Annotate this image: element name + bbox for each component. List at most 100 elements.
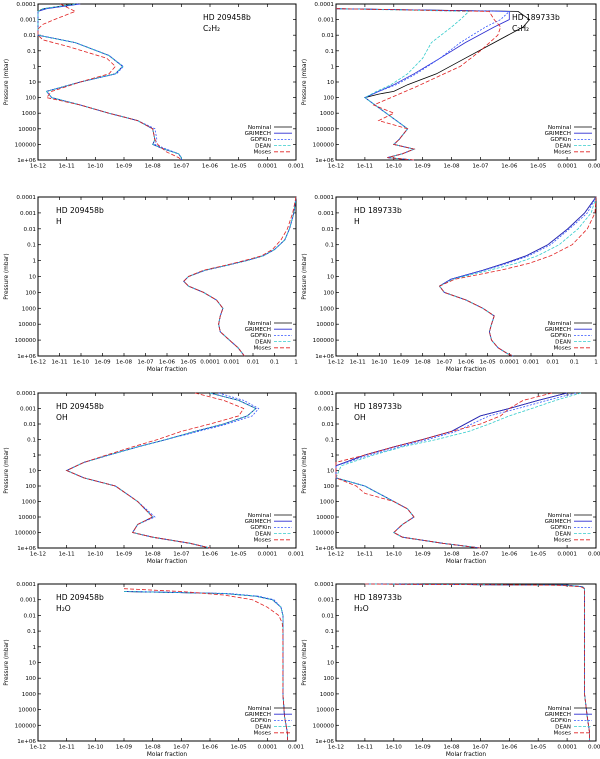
y-tick-label: 1e+06 [17, 546, 36, 552]
y-tick-label: 0.001 [318, 407, 334, 413]
x-tick-label: 1e-11 [357, 552, 374, 558]
series-line-grimech [65, 392, 257, 549]
x-tick-label: 1e-09 [415, 552, 432, 558]
x-tick-label: 0.001 [588, 164, 600, 170]
y-tick-label: 10000 [18, 127, 36, 133]
legend-label: DEAN [255, 531, 271, 537]
x-tick-label: 0.001 [588, 745, 600, 751]
series-line-dean [37, 3, 182, 160]
x-tick-label: 1 [294, 360, 298, 366]
y-tick-label: 100000 [313, 531, 335, 537]
y-tick-label: 1000 [320, 500, 335, 506]
x-tick-label: 1e-11 [350, 360, 367, 366]
x-tick-label: 1e-08 [145, 552, 162, 558]
x-tick-label: 1e-09 [415, 745, 432, 751]
y-tick-label: 1000 [22, 500, 37, 506]
series-line-grimech [335, 392, 568, 549]
x-tick-label: 1e-10 [386, 745, 403, 751]
x-tick-label: 1e-05 [530, 745, 547, 751]
x-tick-label: 0.001 [588, 552, 600, 558]
y-tick-label: 0.1 [27, 49, 36, 55]
series-line-moses [123, 588, 288, 741]
x-tick-label: 1e-11 [59, 164, 76, 170]
x-tick-label: 1e-10 [87, 164, 104, 170]
legend-label: Moses [253, 346, 271, 352]
series-line-dean [335, 8, 470, 161]
legend-label: DEAN [255, 339, 271, 345]
y-tick-label: 100000 [313, 723, 335, 729]
panel-title-planet: HD 209458b [56, 402, 104, 411]
legend-label: DEAN [555, 143, 571, 149]
x-tick-label: 0.0001 [557, 745, 577, 751]
panel-title-species: H₂O [56, 604, 71, 613]
panel-title-planet: HD 189733b [354, 206, 402, 215]
legend-label: GRIMECH [245, 712, 271, 718]
x-tick-label: 1e-07 [472, 552, 489, 558]
series-line-nominal [65, 392, 257, 549]
x-tick-label: 0.0001 [258, 745, 278, 751]
y-tick-label: 0.01 [322, 422, 335, 428]
x-tick-label: 0.0001 [500, 360, 520, 366]
legend-label: DEAN [255, 724, 271, 730]
panel-title-planet: HD 189733b [512, 13, 560, 22]
y-tick-label: 0.001 [318, 18, 334, 24]
x-tick-label: 1e-12 [30, 552, 46, 558]
x-tick-label: 1e-07 [472, 164, 489, 170]
x-tick-label: 0.01 [546, 360, 559, 366]
panel-title-species: H₂O [354, 604, 369, 613]
y-tick-label: 1 [32, 453, 36, 459]
series-line-grimech [37, 3, 182, 160]
y-tick-label: 100 [323, 290, 334, 296]
x-tick-label: 0.01 [247, 360, 260, 366]
x-tick-label: 1e-11 [357, 164, 374, 170]
y-tick-label: 1e+06 [17, 354, 36, 360]
y-tick-label: 0.0001 [16, 391, 36, 397]
y-tick-label: 100000 [15, 723, 37, 729]
x-tick-label: 1e-10 [73, 360, 90, 366]
y-tick-label: 0.001 [318, 211, 334, 217]
chart-panel-3: 1e-12 1e-11 1e-10 1e-09 1e-08 1e-07 1e-06 1e-05… [4, 195, 298, 373]
y-tick-label: 1000 [22, 692, 37, 698]
y-tick-label: 0.0001 [314, 391, 334, 397]
x-tick-label: 1e-05 [180, 360, 197, 366]
x-tick-label: 1e-06 [202, 745, 219, 751]
series-line-moses [183, 196, 297, 357]
legend-label: GDFKin [550, 718, 571, 724]
legend-label: GDFKin [250, 525, 271, 531]
y-tick-label: 0.1 [325, 438, 334, 444]
x-tick-label: 1e-12 [328, 360, 344, 366]
x-tick-label: 1e-07 [173, 552, 190, 558]
y-tick-label: 1 [330, 645, 334, 651]
series-line-nominal [37, 3, 182, 160]
legend-label: Nominal [548, 321, 572, 327]
legend-label: Moses [553, 538, 571, 544]
series-line-moses [37, 3, 182, 161]
legend-label: GDFKin [250, 333, 271, 339]
x-tick-label: 1e-08 [145, 745, 162, 751]
x-tick-label: 1e-08 [145, 164, 162, 170]
panel-title-planet: HD 209458b [56, 593, 104, 602]
x-tick-label: 1e-05 [530, 552, 547, 558]
y-tick-label: 100000 [15, 531, 37, 537]
series-line-moses [364, 583, 590, 741]
x-tick-label: 0.0001 [258, 552, 278, 558]
legend-label: DEAN [555, 531, 571, 537]
x-tick-label: 1e-11 [59, 745, 76, 751]
series-line-dean [183, 196, 297, 357]
y-tick-label: 0.001 [20, 598, 36, 604]
legend-label: Moses [553, 150, 571, 156]
y-tick-label: 1000 [320, 111, 335, 117]
panel-title-planet: HD 209458b [56, 206, 104, 215]
y-tick-label: 100 [323, 484, 334, 490]
y-tick-label: 100000 [15, 142, 37, 148]
y-tick-label: 100 [323, 676, 334, 682]
series-line-nominal [183, 196, 297, 357]
x-tick-label: 1e-08 [443, 552, 460, 558]
y-tick-label: 10 [327, 469, 335, 475]
y-tick-label: 100000 [15, 338, 37, 344]
y-tick-label: 10 [327, 661, 335, 667]
x-axis-label: Molar fraction [147, 559, 188, 565]
y-tick-label: 1000 [320, 306, 335, 312]
y-tick-label: 1000 [320, 692, 335, 698]
